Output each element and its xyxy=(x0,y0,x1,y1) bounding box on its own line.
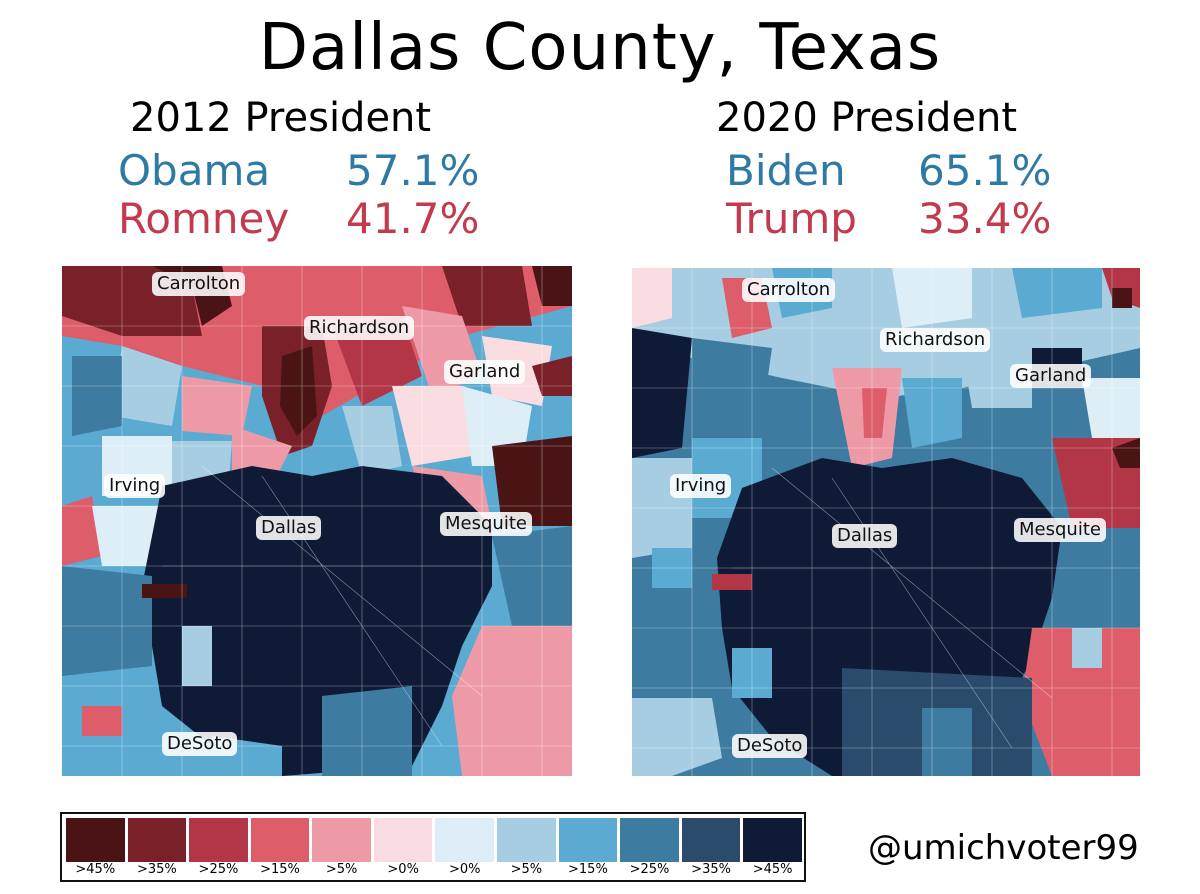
city-label: Irving xyxy=(104,474,166,498)
legend-label: >25% xyxy=(629,862,670,877)
legend-swatch xyxy=(66,818,125,862)
legend-label: >35% xyxy=(136,862,177,877)
left-dem-pct: 57.1% xyxy=(346,146,480,195)
legend-swatch xyxy=(497,818,556,862)
legend-swatch xyxy=(127,818,187,862)
right-subtitle: 2020 President xyxy=(716,95,1018,141)
legend-swatch xyxy=(312,818,371,862)
legend-label: >0% xyxy=(448,862,481,877)
legend-label: >45% xyxy=(75,862,116,877)
right-dem-name: Biden xyxy=(726,146,846,195)
legend-labels: >45% >35% >25% >15% >5% >0% >0% >5% >15%… xyxy=(66,860,802,880)
legend-label: >35% xyxy=(691,862,731,877)
right-rep-name: Trump xyxy=(726,194,857,243)
legend-label: >5% xyxy=(325,862,358,877)
left-rep-name: Romney xyxy=(118,194,290,243)
left-subtitle: 2012 President xyxy=(130,95,432,141)
legend-label: >15% xyxy=(260,862,300,877)
color-legend: >45% >35% >25% >15% >5% >0% >0% >5% >15%… xyxy=(60,812,806,882)
right-rep-pct: 33.4% xyxy=(918,194,1052,243)
author-handle: @umichvoter99 xyxy=(868,828,1139,868)
legend-swatch xyxy=(558,818,618,862)
city-label: DeSoto xyxy=(162,732,238,756)
legend-label: >15% xyxy=(568,862,608,877)
legend-swatch xyxy=(620,818,679,862)
legend-swatch xyxy=(681,818,741,862)
legend-swatches xyxy=(66,818,802,862)
legend-label: >0% xyxy=(387,862,419,877)
legend-label: >5% xyxy=(510,862,543,877)
city-label: Richardson xyxy=(304,316,415,340)
legend-swatch xyxy=(373,818,433,862)
city-label: DeSoto xyxy=(732,734,808,758)
legend-label: >25% xyxy=(198,862,239,877)
legend-swatch xyxy=(250,818,310,862)
city-label: Dallas xyxy=(256,516,322,540)
left-rep-pct: 41.7% xyxy=(346,194,480,243)
legend-swatch xyxy=(189,818,248,862)
page-title: Dallas County, Texas xyxy=(258,11,942,85)
legend-swatch xyxy=(743,818,802,862)
city-label: Garland xyxy=(1010,364,1092,388)
city-label: Garland xyxy=(444,360,526,384)
city-label: Carrolton xyxy=(152,272,246,296)
city-label: Carrolton xyxy=(742,278,836,302)
city-label: Mesquite xyxy=(1014,518,1106,542)
city-label: Dallas xyxy=(832,524,898,548)
right-dem-pct: 65.1% xyxy=(918,146,1052,195)
city-label: Richardson xyxy=(880,328,991,352)
legend-swatch xyxy=(435,818,495,862)
left-dem-name: Obama xyxy=(118,146,271,195)
legend-label: >45% xyxy=(752,862,793,877)
city-label: Mesquite xyxy=(440,512,532,536)
city-label: Irving xyxy=(670,474,732,498)
